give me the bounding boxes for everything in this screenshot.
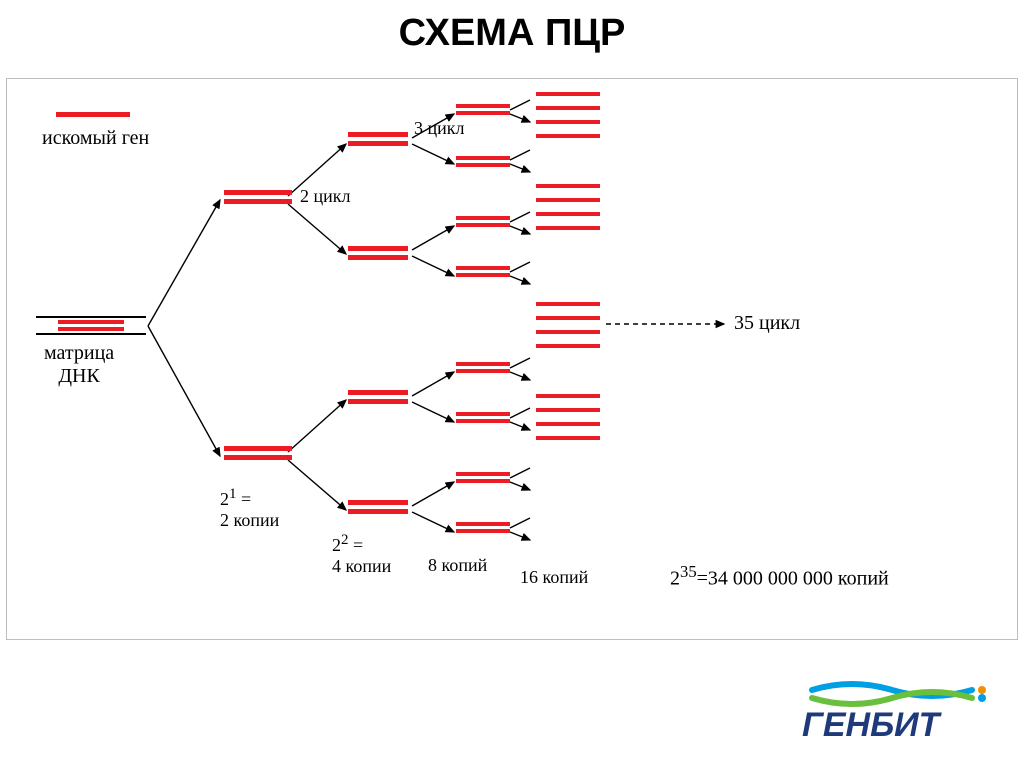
dna-pair [456,522,510,533]
dna-pair [348,246,408,260]
copies-text: 4 копии [332,556,391,576]
dna-segment-icon [224,199,292,204]
dna-segment-icon [456,111,510,115]
dna-column-16 [536,92,600,440]
dna-pair [456,472,510,483]
base: 2 [332,535,341,555]
dna-segment-icon [456,216,510,220]
dna-segment-icon [456,104,510,108]
dna-segment-icon [536,330,600,334]
dna-segment-icon [536,226,600,230]
logo-icon: ГЕНБИТ [802,678,1002,748]
exp: 35 [680,562,697,581]
dna-segment-icon [456,412,510,416]
dna-pair [348,500,408,514]
cycle35-label: 35 цикл [734,312,800,335]
dna-segment-icon [536,120,600,124]
dna-segment-icon [348,141,408,146]
dna-segment-icon [456,223,510,227]
dna-segment-icon [224,190,292,195]
eq: =34 000 000 000 копий [697,568,889,590]
dna-segment-icon [348,399,408,404]
dna-segment-icon [456,529,510,533]
dna-pair [348,132,408,146]
dna-pair [456,104,510,115]
branch-arrows [6,78,1016,638]
cycle2-label: 2 цикл [300,186,351,207]
dna-segment-icon [456,273,510,277]
dna-segment-icon [456,163,510,167]
dna-segment-icon [536,134,600,138]
dna-pair [456,412,510,423]
copies-16-label: 16 копий [520,567,588,588]
dna-segment-icon [536,212,600,216]
dna-segment-icon [348,255,408,260]
dna-pair [348,390,408,404]
copies-2-label: 21 = 2 копии [220,486,279,530]
dna-segment-icon [536,198,600,202]
dna-segment-icon [536,92,600,96]
title-text: СХЕМА ПЦР [399,12,626,54]
dna-segment-icon [348,390,408,395]
exp: 2 [341,532,349,548]
dna-segment-icon [536,394,600,398]
dna-segment-icon [536,422,600,426]
dna-segment-icon [224,446,292,451]
dna-segment-icon [348,246,408,251]
dna-segment-icon [456,479,510,483]
base: 2 [670,568,680,590]
dna-segment-icon [536,408,600,412]
dna-pair [456,156,510,167]
copies-8-label: 8 копий [428,555,487,576]
page-title: СХЕМА ПЦР [0,12,1024,55]
base: 2 [220,489,229,509]
copies-4-label: 22 = 4 копии [332,532,391,576]
dna-pair [456,216,510,227]
logo: ГЕНБИТ [802,678,1002,753]
dna-segment-icon [348,132,408,137]
dna-segment-icon [536,316,600,320]
eq: = [241,489,251,509]
dna-segment-icon [224,455,292,460]
dna-pair [224,190,292,204]
dna-segment-icon [536,106,600,110]
copies-text: 2 копии [220,510,279,530]
dna-segment-icon [456,156,510,160]
dna-segment-icon [536,302,600,306]
dna-segment-icon [456,362,510,366]
dna-segment-icon [456,419,510,423]
dna-pair [224,446,292,460]
dna-segment-icon [536,436,600,440]
dna-pair [456,266,510,277]
cycle3-label: 3 цикл [414,118,465,139]
dna-segment-icon [536,344,600,348]
eq: = [353,535,363,555]
dna-segment-icon [348,500,408,505]
final-copies: 235=34 000 000 000 копий [670,562,889,591]
dna-segment-icon [456,472,510,476]
dna-segment-icon [456,369,510,373]
exp: 1 [229,486,237,502]
dna-segment-icon [348,509,408,514]
logo-text: ГЕНБИТ [802,706,943,744]
dna-segment-icon [456,266,510,270]
dna-segment-icon [456,522,510,526]
dna-pair [456,362,510,373]
dna-segment-icon [536,184,600,188]
